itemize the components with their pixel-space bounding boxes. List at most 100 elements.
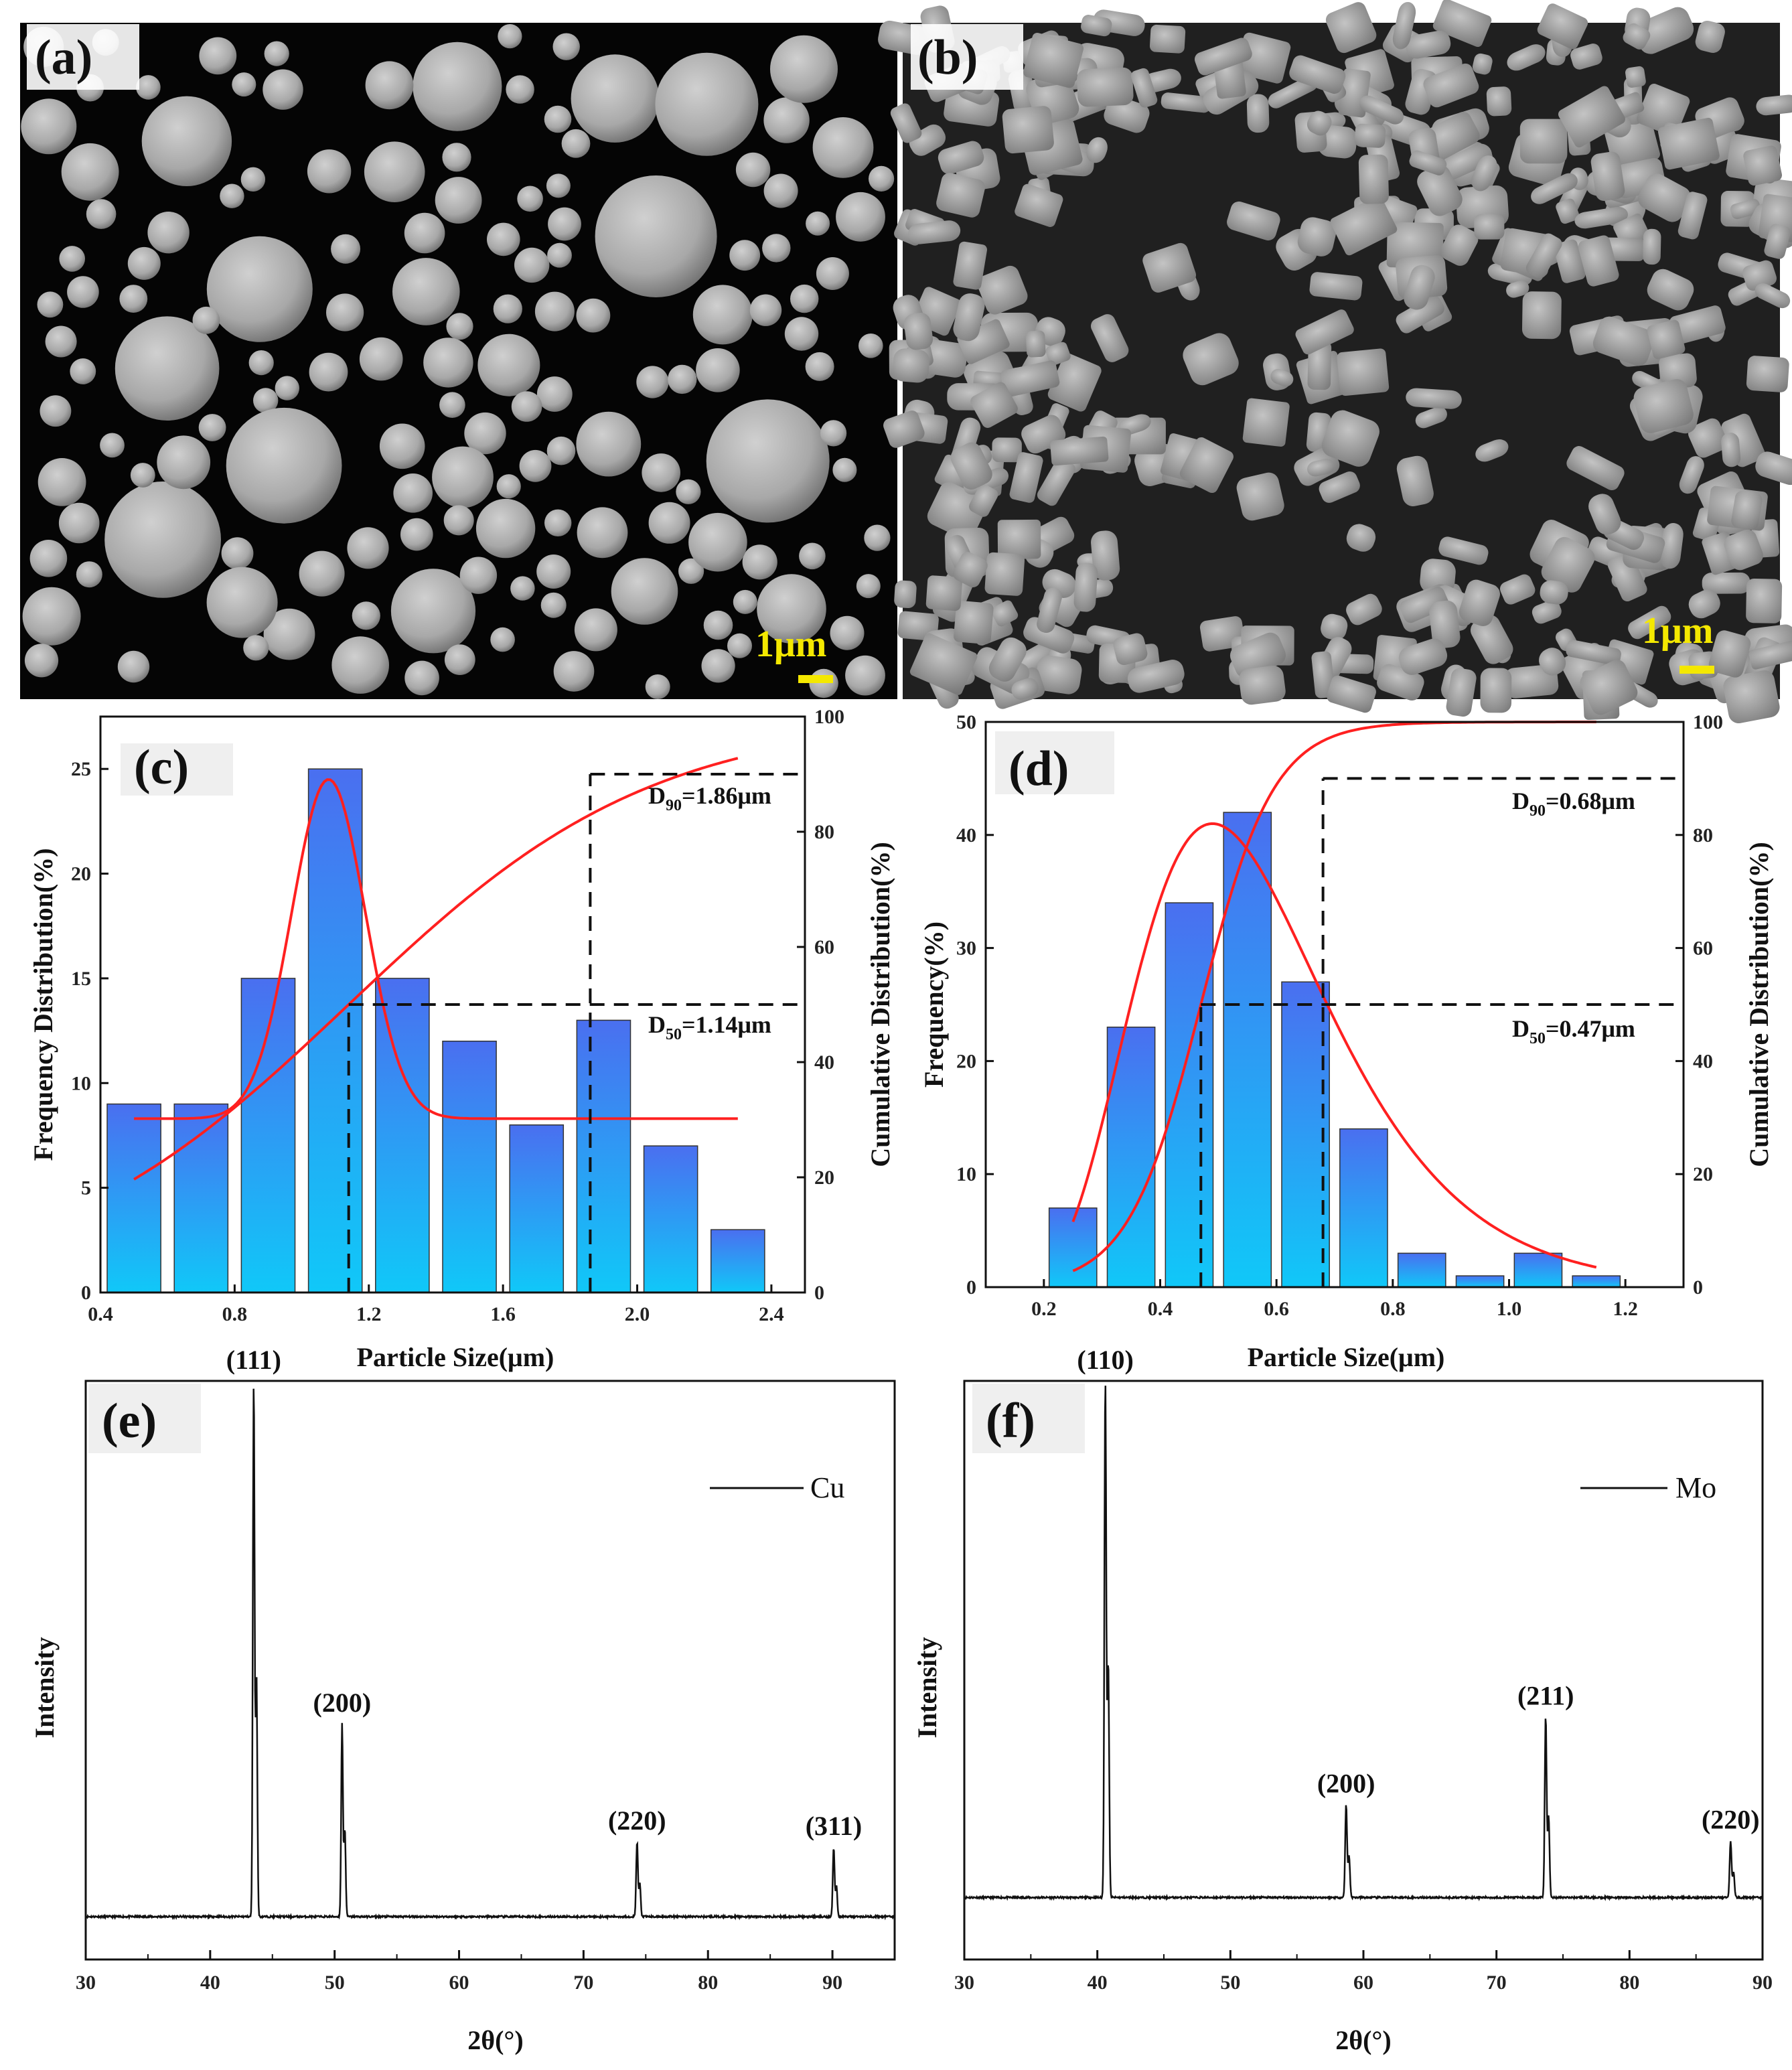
particle (1429, 600, 1461, 649)
particle (1758, 194, 1792, 242)
particle (192, 306, 220, 334)
x-tick-label: 40 (1088, 1972, 1108, 1994)
particle (1558, 86, 1626, 148)
particle (1406, 30, 1451, 59)
x-tick-label: 90 (822, 1972, 842, 1994)
bar (1223, 812, 1272, 1288)
y-tick-label: 10 (71, 1072, 91, 1094)
particle (988, 637, 1027, 682)
bar (1513, 1252, 1563, 1288)
particle (498, 24, 522, 49)
particle (925, 575, 962, 611)
particle (809, 668, 838, 698)
particle (86, 199, 117, 229)
x-tick-label: 0.8 (1380, 1298, 1406, 1320)
particle (248, 350, 274, 376)
particle (763, 97, 810, 143)
particle (1539, 648, 1566, 676)
particle (742, 544, 777, 580)
particle (1480, 668, 1512, 713)
particle (413, 42, 502, 131)
y-tick-label: 20 (71, 863, 91, 885)
particle (45, 325, 77, 358)
particle (534, 291, 575, 331)
particle (1521, 291, 1562, 340)
particle (1590, 151, 1625, 201)
panel-label-box (27, 24, 139, 90)
particle (1321, 613, 1348, 641)
x-tick-label: 50 (325, 1972, 345, 1994)
particle (1091, 530, 1120, 581)
y-tick-label: 30 (956, 938, 976, 960)
particle (1297, 217, 1337, 256)
particle (119, 285, 148, 313)
y2-tick-label: 40 (1693, 1050, 1713, 1072)
particle (1194, 38, 1252, 76)
particle (832, 457, 857, 482)
particle (1592, 316, 1655, 366)
histogram-bars (1048, 812, 1621, 1288)
particle (1532, 599, 1562, 624)
x-tick-label: 50 (1220, 1972, 1240, 1994)
particle (1149, 24, 1186, 54)
bar (643, 1145, 698, 1293)
y-axis-label: Frequency Distribution(%) (28, 848, 58, 1161)
particle (1566, 640, 1621, 666)
particle (1459, 579, 1500, 626)
particle (1090, 314, 1129, 362)
particle (442, 143, 471, 172)
particle (379, 423, 425, 469)
particle (299, 550, 345, 597)
x-axis-label: Particle Size(μm) (357, 1342, 554, 1372)
bar (240, 978, 296, 1293)
bar (106, 1103, 161, 1293)
particle (805, 352, 834, 381)
x-tick-label: 0.4 (1148, 1298, 1173, 1320)
fit-curves (133, 757, 805, 1292)
particle (1130, 68, 1158, 108)
panel-f-xrd-pattern: (f) (110)(200)(211)(220) 30 40 50 60 70 80 90 … (912, 1345, 1773, 2055)
particle (325, 293, 364, 331)
particle (577, 507, 628, 559)
particle (1724, 529, 1763, 571)
particle (1647, 269, 1694, 311)
plot-frame (99, 715, 806, 1294)
x-tick-label: 1.2 (356, 1303, 382, 1325)
particle (1307, 341, 1332, 390)
particle (540, 592, 567, 618)
y-tick-label: 25 (71, 758, 91, 780)
particle (1327, 675, 1376, 713)
panel-e-xrd-pattern: (e) (111)(200)(220) (311) 30 40 50 60 70 80 90 … (29, 1345, 896, 2055)
particle (1025, 330, 1046, 358)
x-axis-label: Particle Size(μm) (1248, 1342, 1445, 1372)
particle (1142, 242, 1197, 293)
particle (536, 555, 571, 589)
x-tick-label: 60 (1353, 1972, 1373, 1994)
y2-tick-label: 20 (814, 1167, 834, 1189)
particle (58, 502, 100, 544)
particle (1002, 106, 1054, 154)
particle (1625, 66, 1646, 88)
particle (544, 509, 572, 536)
y2-tick-label: 100 (1693, 711, 1723, 733)
particle (263, 608, 315, 660)
bar (375, 978, 430, 1293)
particle (1743, 145, 1783, 186)
y-axis-label: Intensity (912, 1637, 942, 1738)
bar (307, 768, 363, 1293)
particle (692, 285, 753, 345)
particle (1643, 228, 1661, 265)
peak-label: (111) (226, 1345, 281, 1375)
x-tick-label: 2.0 (625, 1303, 650, 1325)
particle (1659, 522, 1684, 569)
particle (696, 348, 740, 392)
particle (977, 265, 1028, 315)
particle (552, 33, 580, 60)
y-tick-label: 15 (71, 968, 91, 990)
particle (477, 334, 540, 396)
particle (519, 449, 552, 482)
particle (22, 587, 81, 646)
particle (907, 220, 961, 244)
particle (799, 542, 826, 570)
